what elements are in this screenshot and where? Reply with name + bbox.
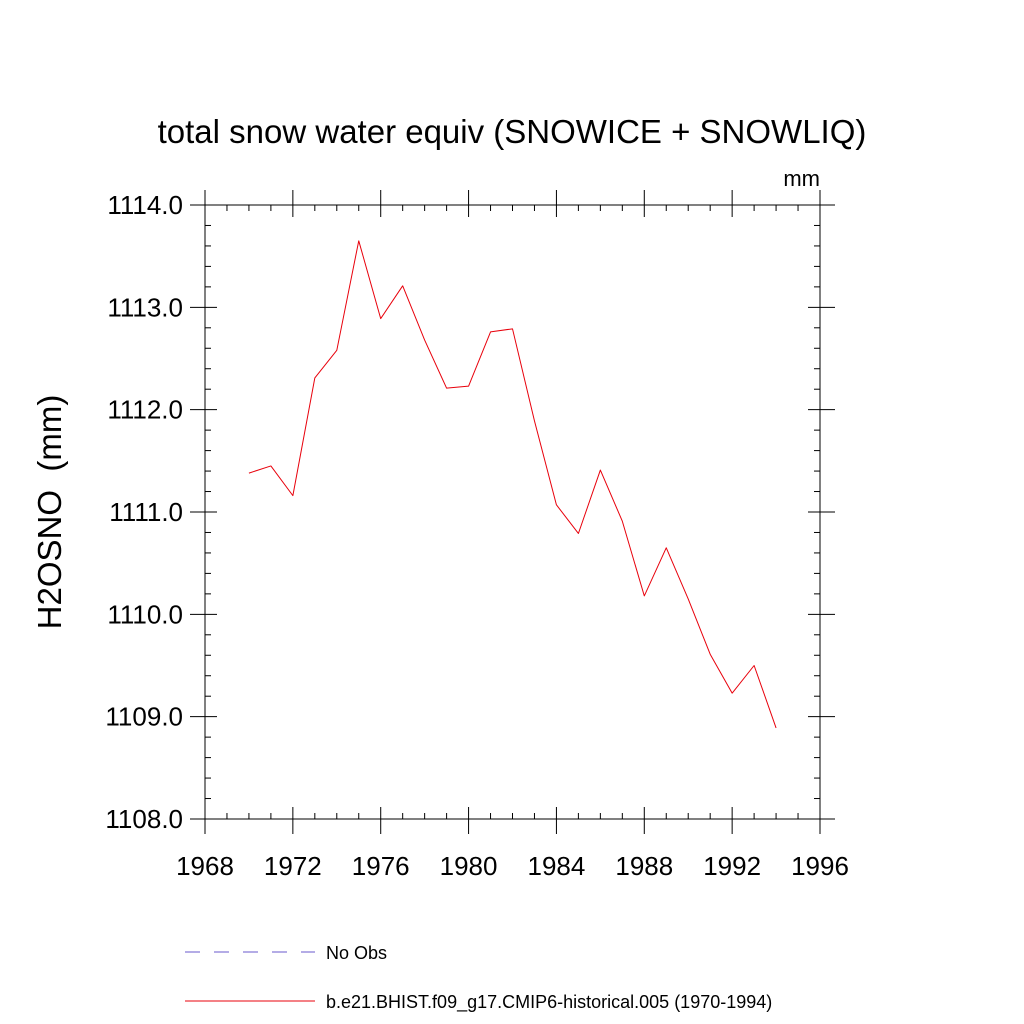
y-tick-label: 1108.0: [105, 804, 183, 834]
x-tick-labels: 1968 1972 1976 1980 1984 1988 1992 1996: [176, 851, 849, 881]
x-minor-ticks: [226, 205, 799, 819]
x-tick-label: 1988: [615, 851, 673, 881]
y-tick-label: 1110.0: [107, 599, 183, 629]
x-tick-label: 1976: [352, 851, 410, 881]
x-major-ticks: [204, 190, 821, 834]
series-group: [248, 240, 777, 729]
y-minor-ticks: [205, 224, 820, 800]
y-tick-label: 1114.0: [107, 190, 183, 220]
units-label: mm: [783, 166, 820, 191]
series-line: [248, 240, 777, 729]
x-tick-label: 1996: [791, 851, 849, 881]
chart-title: total snow water equiv (SNOWICE + SNOWLI…: [158, 113, 867, 150]
x-tick-label: 1992: [703, 851, 761, 881]
x-tick-label: 1968: [176, 851, 234, 881]
legend: No Obs b.e21.BHIST.f09_g17.CMIP6-histori…: [185, 943, 772, 1013]
y-tick-label: 1112.0: [107, 395, 183, 425]
y-tick-labels: 1108.0 1109.0 1110.0 1111.0 1112.0 1113.0 1114…: [105, 190, 183, 834]
y-tick-label: 1113.0: [107, 292, 183, 322]
x-tick-label: 1984: [528, 851, 586, 881]
x-tick-label: 1980: [440, 851, 498, 881]
y-tick-label: 1111.0: [109, 497, 183, 527]
y-tick-label: 1109.0: [105, 702, 183, 732]
plot-frame: [204, 204, 821, 820]
legend-label-historical: b.e21.BHIST.f09_g17.CMIP6-historical.005…: [326, 992, 772, 1013]
y-axis-label: H2OSNO (mm): [31, 395, 68, 630]
legend-label-no-obs: No Obs: [326, 943, 387, 963]
x-tick-label: 1972: [264, 851, 322, 881]
y-major-ticks: [190, 204, 835, 820]
